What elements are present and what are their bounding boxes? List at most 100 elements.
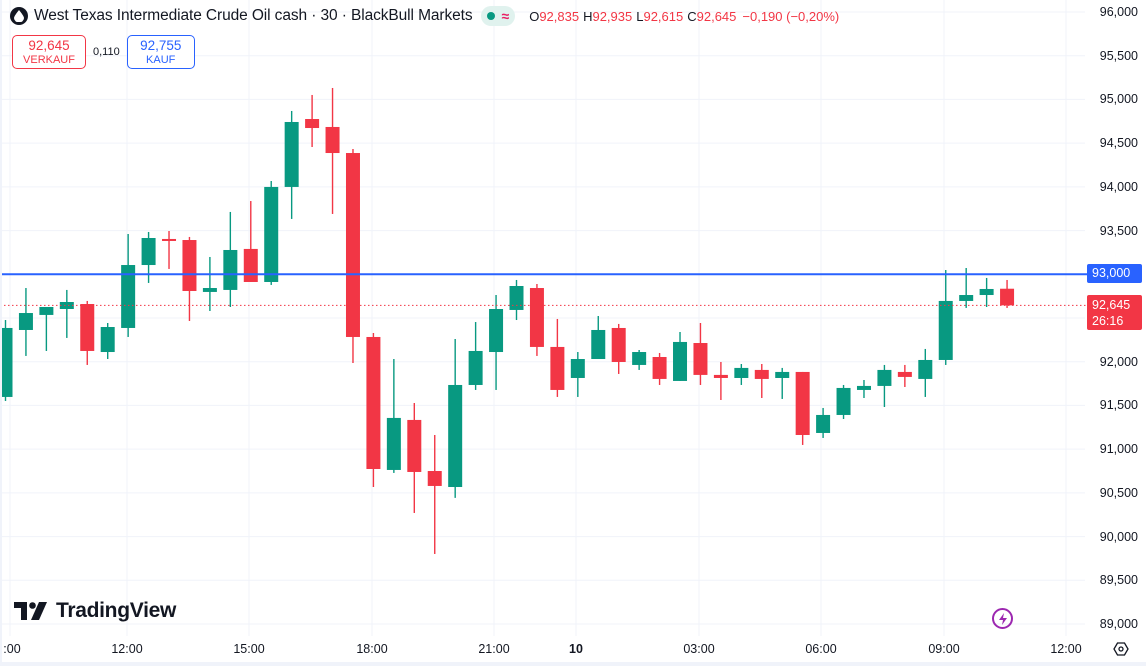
candle-body[interactable] (509, 286, 524, 310)
candle-body[interactable] (202, 288, 217, 292)
candle-body[interactable] (938, 300, 953, 360)
low-value: 92,615 (643, 8, 684, 24)
candle-body[interactable] (959, 295, 974, 301)
candle-body[interactable] (141, 238, 156, 266)
open-value: 92,835 (539, 8, 580, 24)
last-price-tag: 92,645 26:16 (1087, 295, 1142, 330)
price-axis-label: 94,000 (1099, 179, 1138, 194)
candle-body[interactable] (754, 369, 769, 379)
change-value: −0,190 (−0,20%) (742, 8, 840, 24)
sell-label: VERKAUF (23, 54, 75, 66)
candle-body[interactable] (652, 356, 667, 379)
time-axis-label: 15:00 (233, 642, 265, 656)
price-axis-label: 92,000 (1099, 354, 1138, 369)
time-axis-label: 06:00 (805, 642, 837, 656)
candle-body[interactable] (366, 336, 381, 469)
candle-body[interactable] (162, 238, 177, 241)
candle-body[interactable] (611, 327, 626, 362)
price-axis-label: 91,500 (1099, 398, 1138, 413)
candle-body[interactable] (448, 384, 463, 488)
horizontal-line-price-tag: 93,000 (1087, 264, 1142, 283)
open-label: O (529, 8, 540, 24)
candle-body[interactable] (223, 249, 238, 290)
oil-drop-icon (10, 7, 28, 25)
time-axis-label: :00 (3, 642, 21, 656)
candle-body[interactable] (468, 350, 483, 385)
tradingview-logo-icon (14, 602, 47, 620)
time-axis-label: 18:00 (356, 642, 388, 656)
candle-body[interactable] (264, 186, 279, 282)
price-axis-label: 94,500 (1099, 136, 1138, 151)
time-axis-label: 12:00 (1050, 642, 1082, 656)
candle-body[interactable] (0, 327, 13, 397)
candle-body[interactable] (427, 471, 442, 486)
candle-body[interactable] (877, 369, 892, 386)
candle-body[interactable] (243, 248, 258, 282)
approx-data-icon: ≈ (501, 8, 510, 24)
tradingview-logo[interactable]: TradingView (14, 599, 176, 623)
candle-body[interactable] (80, 304, 95, 351)
candle-body[interactable] (550, 346, 565, 390)
bar-countdown: 26:16 (1092, 314, 1124, 328)
candle-body[interactable] (918, 359, 933, 379)
high-label: H (583, 8, 593, 24)
time-axis-label: 09:00 (928, 642, 960, 656)
candle-body[interactable] (713, 374, 728, 378)
symbol-title[interactable]: West Texas Intermediate Crude Oil cash ·… (34, 7, 473, 24)
candle-body[interactable] (979, 288, 994, 296)
buy-button[interactable]: 92,755 KAUF (126, 35, 195, 69)
logo-text: TradingView (56, 599, 177, 622)
ohlc-values: O92,835 H92,935 L92,615 C92,645 −0,190 (… (529, 9, 839, 24)
candle-body[interactable] (345, 153, 360, 337)
sell-button[interactable]: 92,645 VERKAUF (12, 35, 86, 69)
settings-hexagon-icon[interactable] (1113, 641, 1129, 657)
candle-body[interactable] (100, 327, 115, 353)
price-axis-label: 90,000 (1099, 529, 1138, 544)
price-axis-label: 91,000 (1099, 442, 1138, 457)
high-value: 92,935 (592, 8, 633, 24)
buy-price: 92,755 (140, 38, 182, 53)
candle-body[interactable] (284, 121, 299, 187)
candle-body[interactable] (897, 371, 912, 377)
time-axis-label: 21:00 (478, 642, 510, 656)
sell-price: 92,645 (28, 38, 70, 53)
buy-label: KAUF (146, 54, 176, 66)
candle-body[interactable] (775, 371, 790, 378)
candle-body[interactable] (1000, 288, 1015, 306)
bottom-border (0, 662, 1146, 666)
time-axis-label: 12:00 (111, 642, 143, 656)
spread-value: 0,110 (93, 46, 120, 58)
market-status-pill[interactable]: ≈ (480, 6, 516, 26)
candle-body[interactable] (856, 385, 871, 390)
candle-body[interactable] (570, 359, 585, 378)
candle-body[interactable] (18, 313, 33, 330)
candle-body[interactable] (407, 419, 422, 472)
lightning-icon[interactable] (992, 608, 1013, 629)
candle-body[interactable] (734, 367, 749, 378)
candle-body[interactable] (693, 343, 708, 375)
candle-body[interactable] (816, 414, 831, 433)
candle-body[interactable] (632, 352, 647, 365)
candle-body[interactable] (182, 240, 197, 291)
candle-body[interactable] (121, 265, 136, 328)
candle-body[interactable] (325, 126, 340, 154)
candle-body[interactable] (489, 308, 504, 353)
candle-body[interactable] (39, 306, 54, 315)
candle-body[interactable] (836, 387, 851, 415)
candle-body[interactable] (673, 341, 688, 381)
candle-body[interactable] (386, 417, 401, 470)
candle-body[interactable] (591, 329, 606, 360)
time-axis-label: 03:00 (683, 642, 715, 656)
price-axis-label: 95,000 (1099, 92, 1138, 107)
price-axis-label: 89,500 (1099, 573, 1138, 588)
low-label: L (636, 8, 644, 24)
candle-body[interactable] (529, 288, 544, 347)
last-price-value: 92,645 (1092, 298, 1131, 312)
candle-body[interactable] (795, 371, 810, 435)
price-axis-label: 93,500 (1099, 223, 1138, 238)
candle-body[interactable] (305, 119, 320, 129)
chart-legend: West Texas Intermediate Crude Oil cash ·… (10, 6, 839, 26)
candle-body[interactable] (59, 302, 74, 309)
price-axis-label: 89,000 (1099, 617, 1138, 631)
